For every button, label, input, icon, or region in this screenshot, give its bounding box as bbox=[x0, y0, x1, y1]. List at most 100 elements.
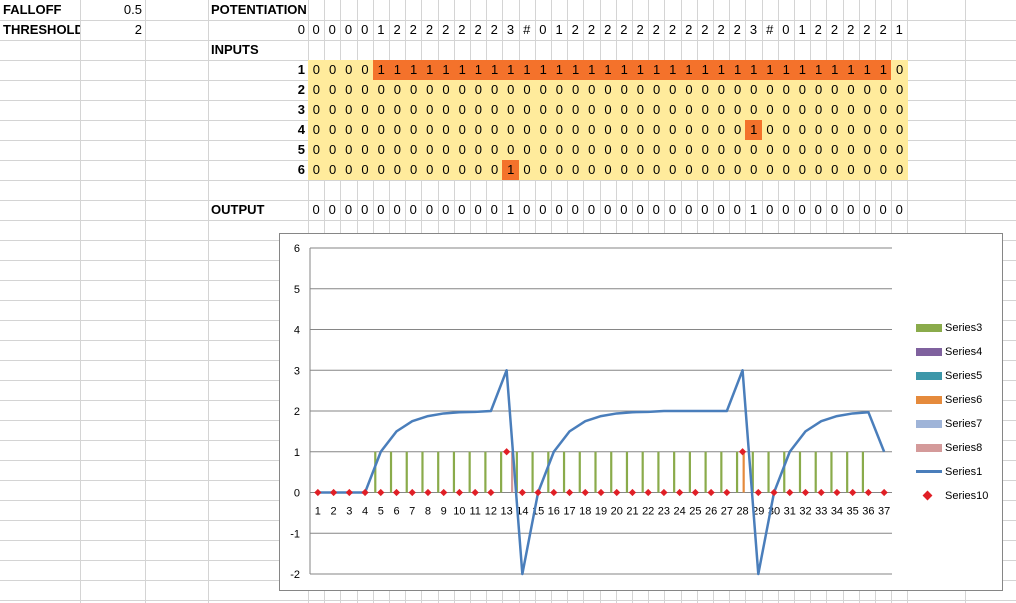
input-cell[interactable]: 0 bbox=[680, 120, 698, 140]
input-cell[interactable]: 0 bbox=[567, 120, 584, 140]
input-cell[interactable]: 0 bbox=[680, 100, 698, 120]
input-cell[interactable]: 0 bbox=[842, 160, 860, 180]
input-cell[interactable]: 0 bbox=[372, 140, 390, 160]
input-cell[interactable]: 0 bbox=[551, 160, 568, 180]
input-cell[interactable]: 0 bbox=[470, 140, 487, 160]
potentiation-cell[interactable]: 2 bbox=[620, 22, 628, 37]
input-cell[interactable]: 0 bbox=[356, 160, 374, 180]
input-cell[interactable]: 0 bbox=[599, 100, 617, 120]
input-cell[interactable]: 1 bbox=[583, 60, 601, 80]
input-cell[interactable]: 0 bbox=[389, 100, 406, 120]
input-cell[interactable]: 0 bbox=[826, 160, 844, 180]
input-cell[interactable]: 0 bbox=[858, 160, 876, 180]
potentiation-cell[interactable]: # bbox=[766, 22, 774, 37]
output-cell[interactable]: 0 bbox=[555, 202, 563, 217]
input-cell[interactable]: 0 bbox=[729, 80, 746, 100]
input-cell[interactable]: 0 bbox=[534, 80, 552, 100]
input-cell[interactable]: 0 bbox=[794, 140, 811, 160]
input-cell[interactable]: 0 bbox=[891, 100, 908, 120]
input-cell[interactable]: 0 bbox=[777, 120, 795, 140]
input-cell[interactable]: 0 bbox=[437, 100, 455, 120]
input-cell[interactable]: 0 bbox=[632, 160, 649, 180]
input-cell[interactable]: 0 bbox=[405, 120, 422, 140]
input-row-index[interactable]: 4 bbox=[297, 122, 305, 137]
input-cell[interactable]: 1 bbox=[648, 60, 665, 80]
input-cell[interactable]: 0 bbox=[794, 160, 811, 180]
input-cell[interactable]: 0 bbox=[308, 120, 325, 140]
input-cell[interactable]: 1 bbox=[777, 60, 795, 80]
input-cell[interactable]: 0 bbox=[842, 140, 860, 160]
input-cell[interactable]: 0 bbox=[875, 80, 892, 100]
input-cell[interactable]: 0 bbox=[713, 120, 730, 140]
input-cell[interactable]: 0 bbox=[794, 100, 811, 120]
output-cell[interactable]: 0 bbox=[830, 202, 839, 217]
input-cell[interactable]: 0 bbox=[437, 80, 455, 100]
input-cell[interactable]: 0 bbox=[891, 120, 908, 140]
output-cell[interactable]: 0 bbox=[668, 202, 677, 217]
output-cell[interactable]: 0 bbox=[604, 202, 612, 217]
output-cell[interactable]: 0 bbox=[717, 202, 725, 217]
input-cell[interactable]: 1 bbox=[794, 60, 811, 80]
input-cell[interactable]: 0 bbox=[324, 60, 341, 80]
output-cell[interactable]: 0 bbox=[377, 202, 385, 217]
input-cell[interactable]: 0 bbox=[405, 80, 422, 100]
input-cell[interactable]: 1 bbox=[372, 60, 390, 80]
potentiation-cell[interactable]: 0 bbox=[361, 22, 369, 37]
input-cell[interactable]: 0 bbox=[826, 140, 844, 160]
input-cell[interactable]: 1 bbox=[745, 120, 763, 140]
input-cell[interactable]: 0 bbox=[308, 140, 325, 160]
input-cell[interactable]: 0 bbox=[405, 100, 422, 120]
input-cell[interactable]: 0 bbox=[486, 160, 503, 180]
input-cell[interactable]: 0 bbox=[842, 80, 860, 100]
input-cell[interactable]: 1 bbox=[389, 60, 406, 80]
input-cell[interactable]: 0 bbox=[437, 140, 455, 160]
input-cell[interactable]: 0 bbox=[648, 100, 665, 120]
input-row-index[interactable]: 1 bbox=[297, 62, 305, 77]
input-cell[interactable]: 0 bbox=[810, 100, 827, 120]
input-cell[interactable]: 0 bbox=[405, 140, 422, 160]
input-cell[interactable]: 0 bbox=[680, 160, 698, 180]
output-cell[interactable]: 0 bbox=[312, 202, 320, 217]
input-cell[interactable]: 0 bbox=[761, 100, 779, 120]
output-cell[interactable]: 0 bbox=[652, 202, 660, 217]
input-cell[interactable]: 0 bbox=[534, 100, 552, 120]
output-cell[interactable]: 0 bbox=[863, 202, 871, 217]
input-cell[interactable]: 0 bbox=[567, 100, 584, 120]
potentiation-cell[interactable]: 2 bbox=[636, 22, 644, 37]
output-cell[interactable]: 0 bbox=[701, 202, 709, 217]
input-cell[interactable]: 0 bbox=[632, 100, 649, 120]
potentiation-cell[interactable]: 2 bbox=[458, 22, 466, 37]
input-cell[interactable]: 0 bbox=[470, 80, 487, 100]
input-cell[interactable]: 0 bbox=[632, 80, 649, 100]
potentiation-cell[interactable]: 2 bbox=[393, 22, 401, 37]
input-cell[interactable]: 0 bbox=[356, 60, 374, 80]
input-cell[interactable]: 1 bbox=[810, 60, 827, 80]
input-cell[interactable]: 0 bbox=[389, 80, 406, 100]
input-cell[interactable]: 0 bbox=[324, 160, 341, 180]
output-cell[interactable]: 1 bbox=[749, 202, 758, 217]
input-cell[interactable]: 1 bbox=[632, 60, 649, 80]
input-cell[interactable]: 0 bbox=[567, 80, 584, 100]
output-cell[interactable]: 0 bbox=[409, 202, 417, 217]
input-cell[interactable]: 0 bbox=[858, 80, 876, 100]
output-cell[interactable]: 0 bbox=[895, 202, 903, 217]
input-cell[interactable]: 1 bbox=[729, 60, 746, 80]
input-cell[interactable]: 0 bbox=[891, 140, 908, 160]
potentiation-cell[interactable]: 3 bbox=[749, 22, 758, 37]
potentiation-cell[interactable]: 0 bbox=[312, 22, 320, 37]
input-cell[interactable]: 0 bbox=[308, 100, 325, 120]
input-cell[interactable]: 0 bbox=[551, 100, 568, 120]
output-cell[interactable]: 0 bbox=[587, 202, 596, 217]
input-cell[interactable]: 1 bbox=[696, 60, 714, 80]
input-row-index[interactable]: 2 bbox=[297, 82, 305, 97]
input-cell[interactable]: 0 bbox=[745, 80, 763, 100]
potentiation-cell[interactable]: 2 bbox=[847, 22, 855, 37]
input-cell[interactable]: 0 bbox=[858, 100, 876, 120]
input-cell[interactable]: 1 bbox=[599, 60, 617, 80]
potentiation-cell[interactable]: 2 bbox=[814, 22, 822, 37]
input-cell[interactable]: 0 bbox=[372, 80, 390, 100]
input-row-index[interactable]: 3 bbox=[297, 102, 305, 117]
input-cell[interactable]: 0 bbox=[518, 160, 536, 180]
input-cell[interactable]: 1 bbox=[486, 60, 503, 80]
input-cell[interactable]: 0 bbox=[615, 140, 633, 160]
